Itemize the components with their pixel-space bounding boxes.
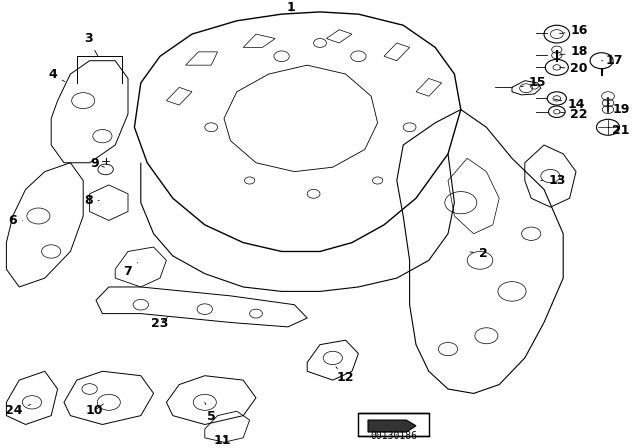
Text: 13: 13 [541,174,566,187]
Text: 16: 16 [559,24,588,37]
Text: 6: 6 [8,214,23,227]
FancyBboxPatch shape [358,414,429,435]
Text: 7: 7 [124,263,138,278]
Text: 22: 22 [559,108,588,121]
Polygon shape [368,420,416,432]
Text: 19: 19 [608,103,630,116]
Text: 9: 9 [90,157,104,170]
Text: 23: 23 [151,317,169,330]
Text: 3: 3 [84,32,98,56]
Text: 24: 24 [5,404,31,417]
Text: 17: 17 [602,54,623,67]
Text: 00130186: 00130186 [370,431,417,441]
Text: 2: 2 [470,247,488,260]
Text: 15: 15 [521,77,547,90]
Text: 14: 14 [554,98,585,111]
Text: 10: 10 [86,404,104,417]
Text: 20: 20 [559,62,588,75]
Text: 12: 12 [336,367,355,384]
Text: 4: 4 [48,69,65,82]
Text: 5: 5 [205,402,216,423]
Text: 11: 11 [214,434,232,447]
Text: 8: 8 [84,194,99,207]
Text: 18: 18 [559,45,588,58]
Text: 21: 21 [608,124,630,138]
Text: 1: 1 [287,1,296,14]
